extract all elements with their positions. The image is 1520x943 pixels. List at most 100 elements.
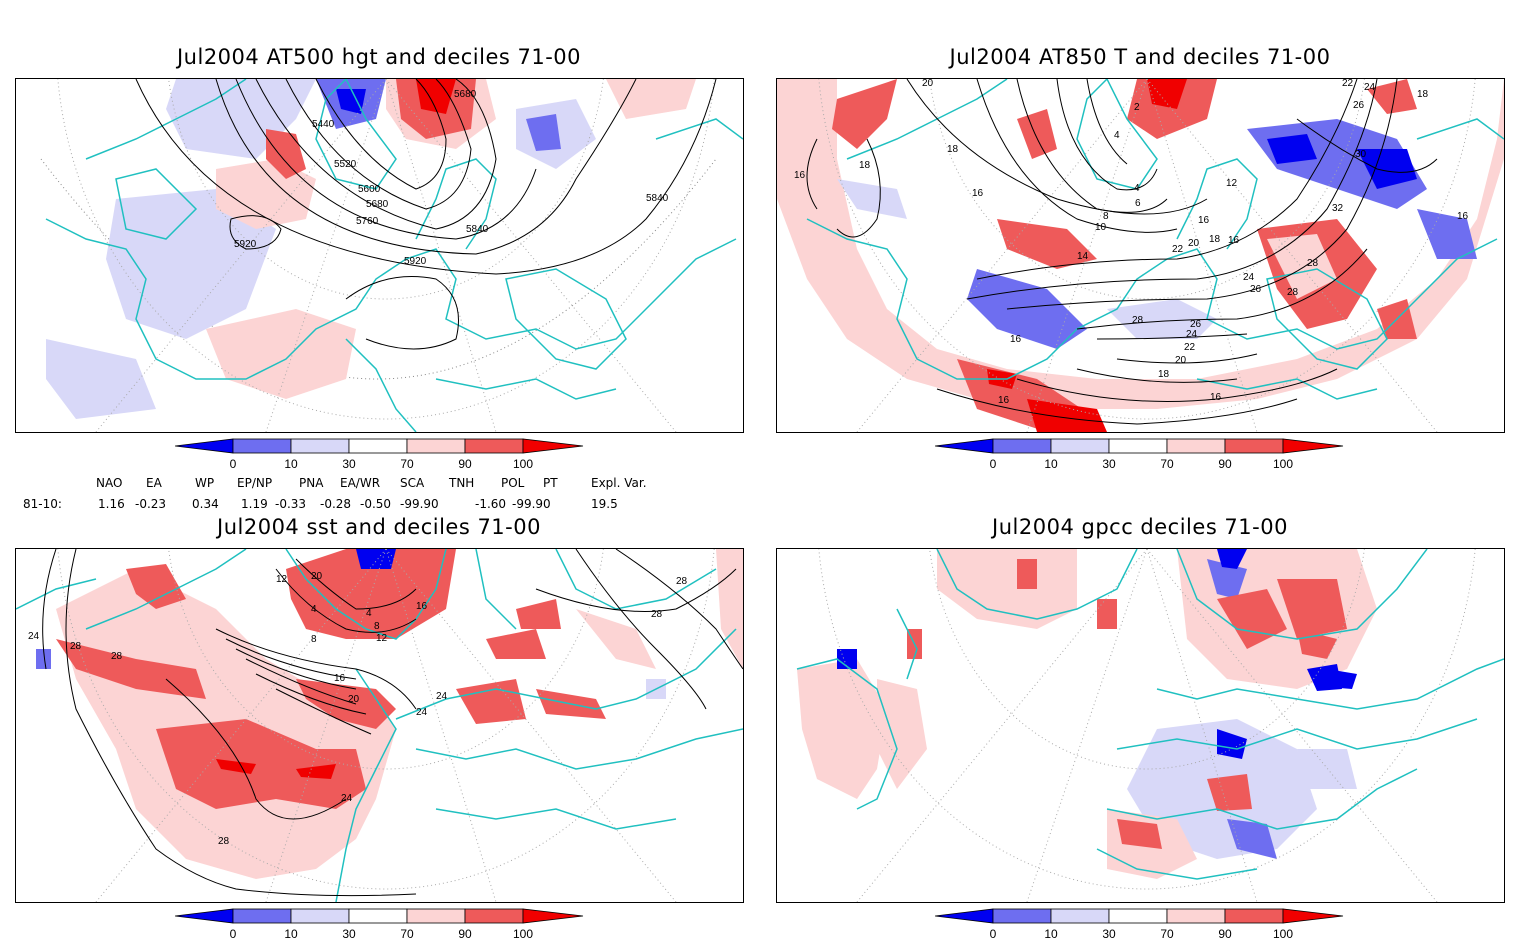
svg-text:24: 24 bbox=[416, 707, 428, 718]
index-header-ea: EA bbox=[146, 476, 162, 490]
svg-text:22: 22 bbox=[1184, 342, 1196, 353]
lat-lon-grid bbox=[818, 549, 1476, 902]
colorbar-arrow-low bbox=[175, 438, 234, 454]
colorbar-segment-mid-red bbox=[1224, 438, 1284, 454]
svg-text:20: 20 bbox=[348, 694, 360, 705]
colorbar-tick-label: 100 bbox=[513, 457, 533, 471]
svg-text:6: 6 bbox=[1135, 198, 1141, 209]
index-value-pol: -1.60 bbox=[475, 497, 507, 511]
colorbar-tick-label: 100 bbox=[513, 927, 533, 941]
index-value-eawr: -0.28 bbox=[320, 497, 352, 511]
colorbar-tick-label: 100 bbox=[1273, 927, 1293, 941]
index-header-sca: SCA bbox=[400, 476, 425, 490]
colorbar-tick-label: 30 bbox=[1102, 927, 1116, 941]
deciles-shading bbox=[46, 79, 696, 419]
svg-text:18: 18 bbox=[859, 160, 871, 171]
svg-text:20: 20 bbox=[1188, 238, 1200, 249]
svg-text:26: 26 bbox=[1250, 284, 1262, 295]
colorbar-segment-white bbox=[1108, 908, 1168, 924]
svg-text:28: 28 bbox=[1287, 287, 1299, 298]
colorbar-tick-label: 70 bbox=[1160, 457, 1174, 471]
index-value-epnp: 1.19 bbox=[241, 497, 268, 511]
svg-text:4: 4 bbox=[1114, 130, 1120, 141]
map-at850: 20 18 16 18 16 14 12 10 8 6 4 2 4 16 16 … bbox=[777, 79, 1504, 432]
svg-text:18: 18 bbox=[1417, 89, 1429, 100]
svg-text:30: 30 bbox=[1355, 149, 1367, 160]
index-header-tnh: TNH bbox=[449, 476, 475, 490]
colorbar-arrow-high bbox=[1282, 908, 1344, 924]
svg-text:5440: 5440 bbox=[312, 119, 335, 130]
colorbar-tick-label: 0 bbox=[230, 457, 237, 471]
svg-text:4: 4 bbox=[311, 604, 317, 615]
contour-labels: 5440 5520 5600 5680 5760 5840 5920 5920 … bbox=[234, 89, 669, 267]
index-header-explvar: Expl. Var. bbox=[591, 476, 647, 490]
svg-text:20: 20 bbox=[1175, 355, 1187, 366]
svg-text:5920: 5920 bbox=[234, 239, 257, 250]
colorbar-segment-mid-red bbox=[1224, 908, 1284, 924]
svg-text:16: 16 bbox=[794, 170, 806, 181]
colorbar-tick-label: 10 bbox=[284, 457, 298, 471]
index-header-wp: WP bbox=[195, 476, 215, 490]
colorbar-segment-light-blue bbox=[1050, 438, 1110, 454]
colorbar-segment-mid-red bbox=[464, 908, 524, 924]
colorbar-segment-light-blue bbox=[1050, 908, 1110, 924]
colorbar-tick-label: 90 bbox=[1218, 457, 1232, 471]
svg-text:5680: 5680 bbox=[454, 89, 477, 100]
svg-text:24: 24 bbox=[1243, 272, 1255, 283]
svg-text:16: 16 bbox=[1228, 235, 1240, 246]
colorbar-segment-mid-blue bbox=[232, 438, 292, 454]
svg-text:5520: 5520 bbox=[334, 159, 357, 170]
svg-text:28: 28 bbox=[70, 641, 82, 652]
deciles-shading bbox=[36, 549, 743, 879]
colorbar-tick-label: 30 bbox=[1102, 457, 1116, 471]
svg-text:28: 28 bbox=[1132, 315, 1144, 326]
index-value-explvar: 19.5 bbox=[591, 497, 618, 511]
svg-text:24: 24 bbox=[28, 631, 40, 642]
colorbar-arrow-low bbox=[935, 908, 994, 924]
colorbar-segment-light-red bbox=[1166, 438, 1226, 454]
svg-text:8: 8 bbox=[1103, 211, 1109, 222]
svg-text:16: 16 bbox=[1457, 211, 1469, 222]
svg-text:28: 28 bbox=[676, 576, 688, 587]
svg-text:5760: 5760 bbox=[356, 216, 379, 227]
colorbar-sst: 0 10 30 70 90 100 bbox=[175, 907, 585, 943]
colorbar-segment-light-blue bbox=[290, 438, 350, 454]
coastlines bbox=[16, 549, 743, 902]
svg-text:16: 16 bbox=[1010, 334, 1022, 345]
index-value-wp: 0.34 bbox=[192, 497, 219, 511]
svg-text:14: 14 bbox=[1077, 251, 1089, 262]
map-gpcc bbox=[796, 549, 1504, 902]
height-contours bbox=[135, 79, 717, 350]
svg-text:16: 16 bbox=[998, 395, 1010, 406]
svg-text:26: 26 bbox=[1190, 319, 1202, 330]
colorbar-segment-mid-blue bbox=[992, 908, 1052, 924]
svg-text:5840: 5840 bbox=[646, 193, 669, 204]
colorbar-tick-label: 90 bbox=[1218, 927, 1232, 941]
colorbar-tick-label: 10 bbox=[1044, 927, 1058, 941]
colorbar-segment-white bbox=[1108, 438, 1168, 454]
colorbar-tick-label: 70 bbox=[400, 457, 414, 471]
map-panel-sst: 24 28 28 20 16 12 8 4 4 8 12 16 20 24 24… bbox=[15, 548, 744, 903]
index-header-nao: NAO bbox=[96, 476, 123, 490]
panel-title-at850: Jul2004 AT850 T and deciles 71-00 bbox=[949, 45, 1331, 69]
svg-text:12: 12 bbox=[276, 574, 288, 585]
colorbar-tick-label: 0 bbox=[990, 927, 997, 941]
colorbar-tick-label: 0 bbox=[230, 927, 237, 941]
svg-text:20: 20 bbox=[311, 571, 323, 582]
deciles-shading bbox=[777, 79, 1504, 432]
svg-text:28: 28 bbox=[218, 836, 230, 847]
colorbar-segment-white bbox=[348, 908, 408, 924]
index-value-ea: -0.23 bbox=[135, 497, 167, 511]
colorbar-tick-label: 70 bbox=[1160, 927, 1174, 941]
svg-text:24: 24 bbox=[1186, 329, 1198, 340]
panel-title-gpcc: Jul2004 gpcc deciles 71-00 bbox=[992, 515, 1288, 539]
map-panel-at850: 20 18 16 18 16 14 12 10 8 6 4 2 4 16 16 … bbox=[776, 78, 1505, 433]
svg-text:24: 24 bbox=[341, 793, 353, 804]
colorbar-tick-label: 90 bbox=[458, 457, 472, 471]
svg-text:16: 16 bbox=[334, 673, 346, 684]
svg-text:8: 8 bbox=[374, 621, 380, 632]
svg-text:16: 16 bbox=[972, 188, 984, 199]
map-sst: 24 28 28 20 16 12 8 4 4 8 12 16 20 24 24… bbox=[16, 549, 743, 902]
colorbar-at850: 0 10 30 70 90 100 bbox=[935, 437, 1345, 473]
index-row-label: 81-10: bbox=[23, 497, 62, 511]
